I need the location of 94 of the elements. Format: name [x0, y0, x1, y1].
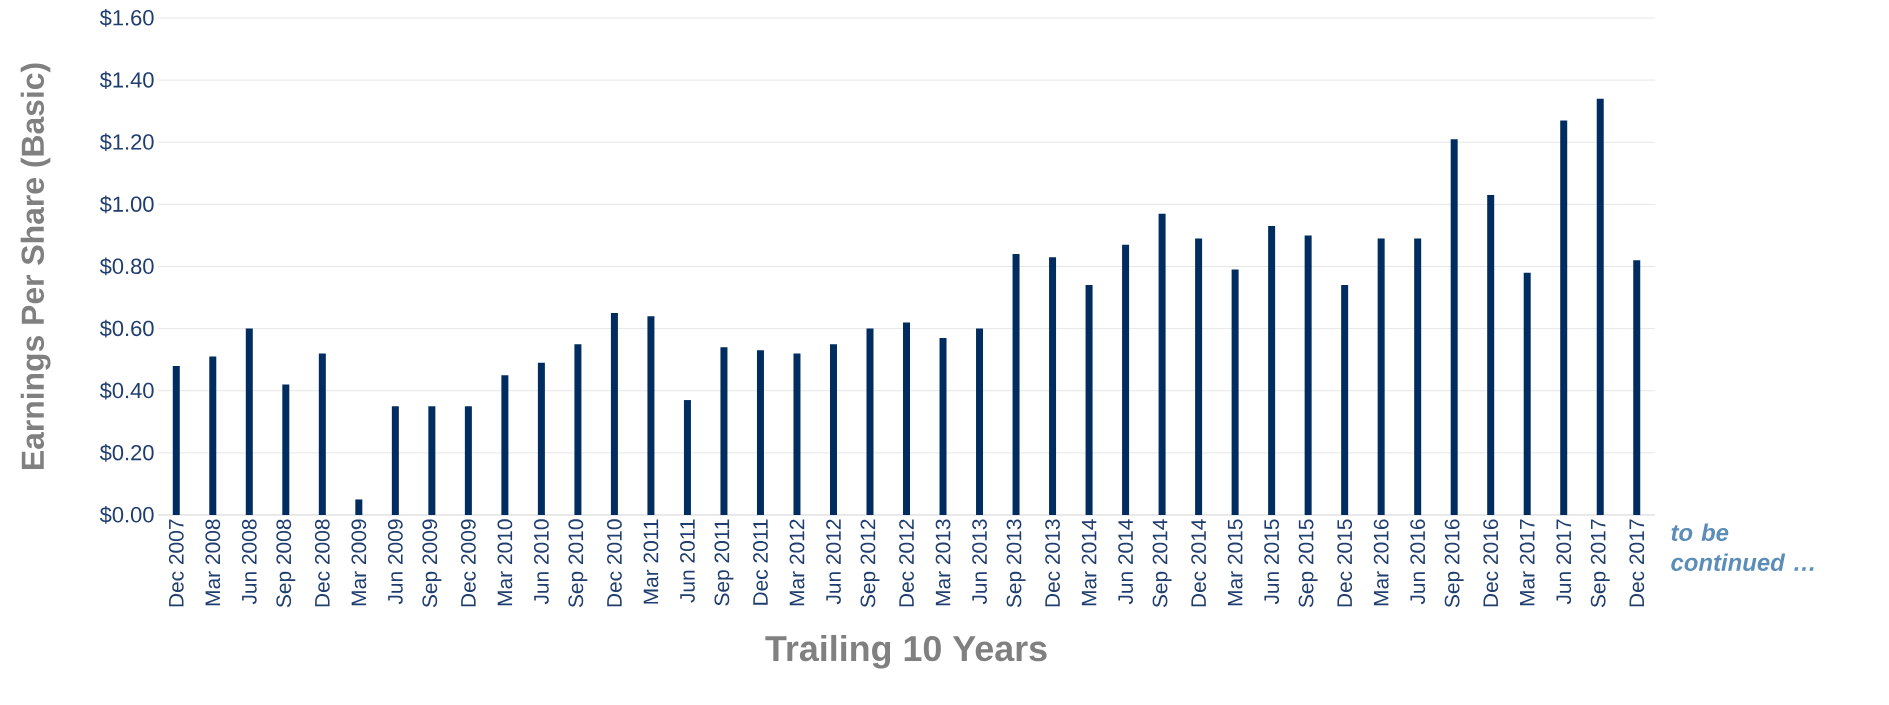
x-tick-label: Dec 2012 [899, 519, 914, 607]
x-axis-title: Trailing 10 Years [765, 634, 1047, 669]
x-tick-label: Jun 2008 [241, 519, 257, 605]
bar [464, 406, 472, 515]
bar [1487, 195, 1495, 515]
bar [391, 406, 399, 515]
x-tick-label: Sep 2008 [276, 519, 296, 608]
x-tick-label: Jun 2011 [680, 519, 695, 603]
x-tick-label: Dec 2014 [1191, 519, 1207, 607]
bar [793, 353, 801, 515]
bar [1049, 257, 1057, 515]
bar [1231, 269, 1239, 515]
x-tick-label: Sep 2011 [714, 519, 734, 606]
x-tick-label: Mar 2015 [1227, 519, 1243, 606]
y-axis-title: Earnings Per Share (Basic) [20, 63, 51, 470]
bar [1085, 285, 1093, 515]
bar [245, 328, 253, 515]
bar [720, 347, 728, 515]
text: to be continued … [1671, 523, 1814, 571]
bar [1450, 139, 1458, 515]
y-tick-label: $0.00 [99, 506, 154, 524]
x-tick-label: Mar 2008 [205, 519, 221, 606]
y-tick-label: $1.40 [99, 71, 154, 89]
x-tick-label: Dec 2017 [1629, 519, 1645, 607]
x-tick-label: Dec 2008 [314, 519, 330, 607]
x-tick-label: Sep 2013 [1006, 519, 1026, 608]
x-tick-label: Sep 2012 [860, 519, 880, 608]
x-tick-label: Dec 2010 [607, 519, 622, 607]
bar [501, 375, 509, 515]
x-tick-label: Mar 2010 [497, 519, 513, 606]
bar [209, 356, 217, 515]
bar [1195, 238, 1203, 515]
x-tick-label: Dec 2015 [1337, 519, 1353, 607]
bar [903, 322, 911, 515]
x-tick-label: Dec 2013 [1045, 519, 1060, 607]
x-tick-label: Mar 2012 [789, 519, 805, 606]
x-tick-label: Sep 2015 [1298, 519, 1318, 608]
x-tick-label: Dec 2009 [460, 519, 476, 607]
bar [282, 384, 290, 515]
bar [683, 400, 691, 515]
x-tick-label: Sep 2017 [1590, 519, 1610, 608]
x-tick-label: Jun 2015 [1264, 519, 1280, 605]
bar [756, 350, 764, 515]
y-tick-label: $0.20 [99, 443, 154, 462]
x-tick-label: Dec 2007 [168, 519, 184, 607]
bar [1414, 238, 1422, 515]
bar [1377, 238, 1385, 515]
x-tick-label: Jun 2016 [1410, 519, 1426, 605]
bar [574, 344, 582, 515]
bar [866, 328, 874, 515]
bar [1268, 226, 1276, 515]
x-tick-label: Sep 2009 [422, 519, 442, 608]
y-tick-label: $1.60 [99, 9, 154, 27]
bar [1633, 260, 1641, 515]
bar [976, 328, 984, 515]
y-tick-label: $0.80 [99, 257, 154, 276]
x-tick-label: Mar 2017 [1519, 519, 1535, 606]
bar [318, 353, 326, 515]
bar [355, 499, 363, 515]
bar [428, 406, 436, 515]
bar [537, 362, 545, 515]
bar [610, 313, 618, 515]
y-tick-label: $1.00 [99, 195, 154, 214]
x-tick-label: Sep 2016 [1444, 519, 1464, 608]
x-tick-label: Jun 2012 [826, 519, 841, 605]
bar [1122, 244, 1130, 515]
bar [1012, 254, 1020, 515]
bar [647, 316, 655, 515]
bar [1158, 213, 1166, 515]
x-tick-label: Jun 2009 [387, 519, 403, 605]
x-tick-label: Mar 2009 [351, 519, 367, 606]
bar [1304, 235, 1312, 515]
x-tick-label: Mar 2014 [1081, 519, 1097, 606]
bar [1523, 272, 1531, 515]
x-tick-label: Jun 2017 [1556, 519, 1572, 605]
x-tick-label: Jun 2010 [533, 519, 549, 605]
x-tick-label: Dec 2016 [1483, 519, 1499, 607]
x-tick-label: Sep 2014 [1152, 519, 1172, 608]
x-tick-label: Mar 2013 [935, 519, 951, 606]
bar [1341, 285, 1349, 515]
bar [829, 344, 837, 515]
x-tick-label: Dec 2011 [753, 519, 768, 605]
bar [172, 365, 180, 515]
x-tick-label: Sep 2010 [568, 519, 588, 608]
x-tick-label: Mar 2011 [643, 519, 659, 604]
bar [1560, 120, 1568, 515]
x-tick-label: Jun 2014 [1118, 519, 1133, 605]
y-tick-label: $0.60 [99, 319, 154, 338]
bar [939, 337, 947, 515]
x-tick-label: Mar 2016 [1373, 519, 1389, 606]
x-tick-label: Jun 2013 [972, 519, 987, 605]
bar [1596, 98, 1604, 515]
y-tick-label: $0.40 [99, 381, 154, 400]
y-tick-label: $1.20 [99, 133, 154, 152]
